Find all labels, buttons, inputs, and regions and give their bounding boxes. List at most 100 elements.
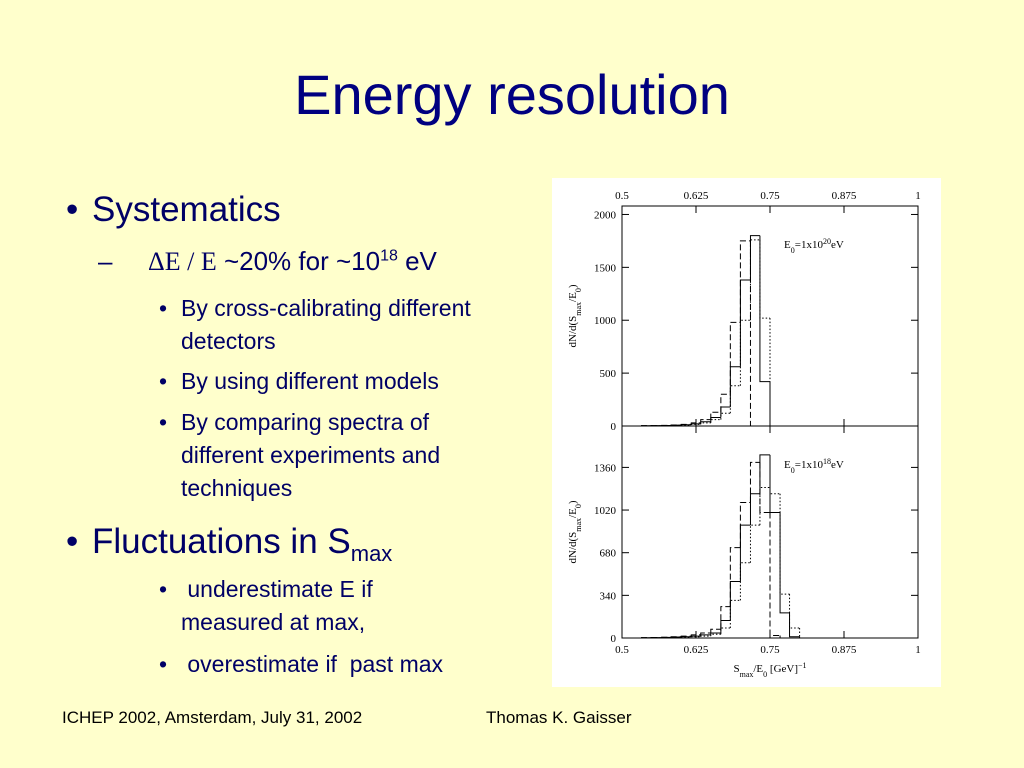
subscript: max bbox=[574, 518, 583, 532]
histogram-bin bbox=[729, 366, 741, 407]
histogram-bin bbox=[759, 486, 770, 526]
slide-title: Energy resolution bbox=[294, 63, 730, 126]
label-part: [GeV] bbox=[767, 663, 798, 675]
histogram-bin bbox=[670, 636, 682, 638]
histogram-bin bbox=[749, 239, 760, 321]
histogram-bin bbox=[759, 239, 770, 319]
histogram-bin bbox=[700, 632, 711, 635]
histogram-bin bbox=[710, 628, 721, 633]
label-part: eV bbox=[831, 459, 844, 471]
histogram-bin bbox=[759, 235, 770, 383]
subscript: max bbox=[574, 302, 583, 316]
histogram-bin bbox=[710, 411, 721, 420]
figure: 0 500 1000 1500 2000 0.5 0.625 0.75 0.875 1 E0=1x1… bbox=[552, 178, 941, 687]
histogram-bin bbox=[700, 421, 711, 424]
superscript: 18 bbox=[823, 457, 831, 466]
y-tick-label: 500 bbox=[600, 368, 617, 380]
histogram-bin bbox=[779, 493, 790, 595]
label-part: E bbox=[784, 239, 791, 251]
histogram-bin bbox=[710, 419, 721, 423]
superscript: −1 bbox=[798, 661, 807, 670]
sub-sub-bullet: underestimate E if measured at max, bbox=[159, 573, 481, 639]
x-tick-label: 0.5 bbox=[615, 190, 629, 202]
label-part: dN/d(S bbox=[567, 532, 579, 564]
histogram-bin bbox=[720, 406, 731, 418]
histogram-bin bbox=[749, 235, 760, 281]
footer-left: ICHEP 2002, Amsterdam, July 31, 2002 bbox=[62, 708, 363, 727]
text: ~20% for ~10 bbox=[216, 246, 381, 276]
histogram-bin bbox=[739, 524, 751, 582]
histogram-bin bbox=[779, 512, 790, 614]
histogram-bin bbox=[729, 547, 741, 607]
subscript: 0 bbox=[574, 504, 583, 508]
superscript: 18 bbox=[380, 247, 398, 265]
label-part: dN/d(S bbox=[567, 316, 579, 348]
histogram-bin bbox=[759, 462, 770, 514]
histogram-bin bbox=[700, 422, 711, 425]
subscript: 0 bbox=[763, 670, 767, 679]
y-tick-label: 0 bbox=[611, 421, 617, 433]
y-tick-label: 0 bbox=[611, 633, 617, 645]
histogram-bin bbox=[769, 318, 781, 427]
y-tick-label: 1360 bbox=[594, 462, 617, 474]
y-tick-label: 1020 bbox=[594, 505, 617, 517]
text: Fluctuations in S bbox=[92, 522, 351, 561]
histogram-bin bbox=[769, 381, 781, 427]
histogram-bin bbox=[690, 422, 701, 425]
y-tick-label: 340 bbox=[600, 590, 617, 602]
x-tick-label: 0.625 bbox=[684, 190, 709, 202]
histogram-bin bbox=[739, 319, 751, 386]
histogram-bin bbox=[779, 635, 790, 639]
histogram-bin bbox=[729, 385, 741, 414]
histogram-bin bbox=[739, 279, 751, 367]
y-tick-label: 680 bbox=[600, 548, 617, 560]
sub-sub-bullet: overestimate if past max bbox=[159, 648, 521, 681]
bullet: Fluctuations in Smax bbox=[66, 522, 393, 567]
histogram-bin bbox=[720, 627, 731, 635]
label-part: eV bbox=[831, 239, 844, 251]
label-part: =1x10 bbox=[795, 239, 824, 251]
x-tick-label: 0.75 bbox=[760, 190, 780, 202]
sub-bullet: ΔE / E ~20% for ~1018 eV bbox=[98, 246, 437, 277]
histogram-bin bbox=[729, 321, 741, 395]
histogram-bin bbox=[739, 240, 751, 323]
histogram-bin bbox=[700, 635, 711, 637]
sub-sub-bullet: By using different models bbox=[159, 365, 511, 398]
x-tick-label: 1 bbox=[915, 644, 921, 656]
histogram-bin bbox=[789, 612, 800, 638]
histogram-bin bbox=[769, 487, 781, 495]
histogram-bin bbox=[739, 562, 751, 601]
histogram-bin bbox=[729, 599, 741, 628]
histogram-bin bbox=[690, 423, 701, 425]
y-tick-label: 2000 bbox=[594, 209, 617, 221]
label-part: /E bbox=[567, 508, 579, 518]
annotation: E0=1x1018eV bbox=[784, 457, 844, 475]
histogram-bin bbox=[789, 594, 800, 629]
histogram-bin bbox=[749, 524, 760, 563]
label-part: /E bbox=[753, 663, 763, 675]
histogram-bin bbox=[739, 502, 751, 548]
superscript: 20 bbox=[823, 237, 831, 246]
sub-sub-bullet: By cross-calibrating different detectors bbox=[159, 292, 511, 358]
histogram-bin bbox=[710, 633, 721, 637]
y-tick-label: 1500 bbox=[594, 262, 617, 274]
label-part: /E bbox=[567, 292, 579, 302]
histogram-bin bbox=[769, 454, 781, 514]
label-part: =1x10 bbox=[795, 459, 824, 471]
x-tick-label: 0.875 bbox=[832, 190, 857, 202]
subscript: max bbox=[350, 541, 393, 566]
y-axis-label: dN/d(Smax/E0) bbox=[567, 284, 583, 347]
histogram-bin bbox=[680, 423, 692, 425]
annotation: E0=1x1020eV bbox=[784, 237, 844, 255]
subscript: 0 bbox=[574, 288, 583, 292]
label-part: E bbox=[784, 459, 791, 471]
x-tick-label: 1 bbox=[915, 190, 921, 202]
y-tick-label: 1000 bbox=[594, 315, 617, 327]
label-part: ) bbox=[567, 500, 579, 504]
footer-right: Thomas K. Gaisser bbox=[486, 708, 632, 727]
histogram-bin bbox=[720, 606, 731, 630]
x-tick-label: 0.5 bbox=[615, 644, 629, 656]
histogram-bin bbox=[749, 240, 760, 427]
